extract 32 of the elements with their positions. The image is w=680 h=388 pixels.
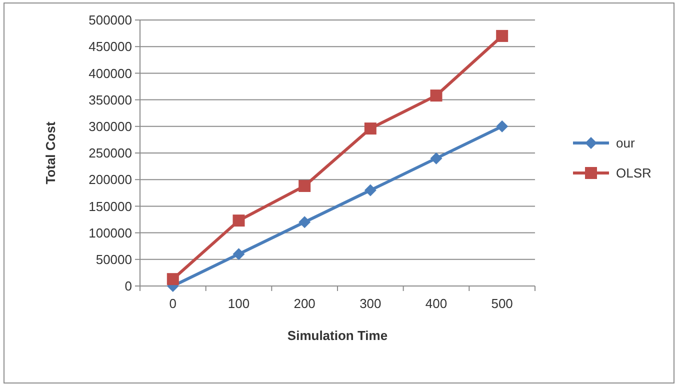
point <box>496 120 508 132</box>
point <box>232 214 245 227</box>
x-axis-title: Simulation Time <box>287 328 388 343</box>
y-tick-label: 50000 <box>96 252 132 267</box>
y-axis-title: Total Cost <box>43 121 58 184</box>
y-tick-label: 300000 <box>88 118 132 134</box>
y-tick-label: 100000 <box>88 225 132 240</box>
x-tick-label: 500 <box>491 296 513 311</box>
x-tick-label: 300 <box>360 296 382 311</box>
y-tick-label: 350000 <box>88 92 132 108</box>
y-tick-label: 450000 <box>88 39 132 54</box>
point <box>364 184 376 196</box>
y-tick-label: 400000 <box>88 66 132 81</box>
point <box>496 30 508 42</box>
x-tick-label: 400 <box>425 296 448 311</box>
point <box>298 180 311 192</box>
x-tick-label: 100 <box>228 296 250 311</box>
point <box>298 216 311 228</box>
y-tick-label: 200000 <box>88 172 132 188</box>
point <box>232 248 245 260</box>
x-tick-label: 200 <box>294 296 316 311</box>
y-tick-label: 0 <box>124 278 132 294</box>
legend-label: our <box>616 136 636 151</box>
point <box>430 152 442 164</box>
legend-label: OLSR <box>616 166 652 181</box>
x-tick-label: 0 <box>169 296 177 311</box>
y-tick-label: 250000 <box>88 146 132 161</box>
point <box>364 122 376 135</box>
y-tick-label: 150000 <box>88 198 132 214</box>
point <box>430 90 442 102</box>
point <box>166 273 179 286</box>
y-tick-label: 500000 <box>88 12 132 28</box>
